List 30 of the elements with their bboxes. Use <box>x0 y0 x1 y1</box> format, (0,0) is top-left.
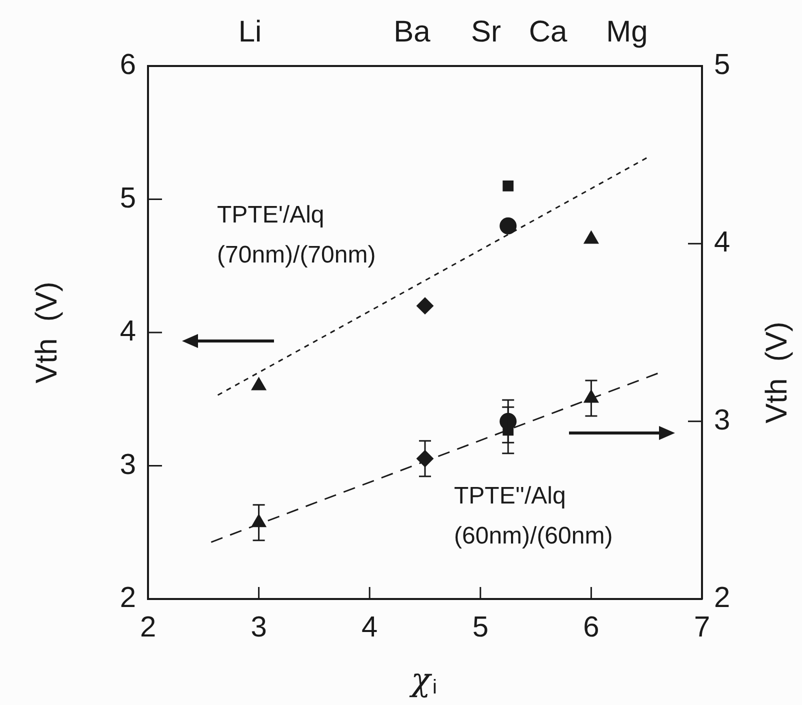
text: Li <box>238 15 262 48</box>
y-tick-label: 3 <box>120 448 136 481</box>
text: Ca <box>528 15 568 48</box>
x-axis-title: χi <box>409 660 437 699</box>
point <box>500 217 517 234</box>
x-tick-label: 2 <box>140 611 156 644</box>
y2-tick-label: 2 <box>714 582 730 614</box>
point <box>251 377 266 390</box>
text: Ba <box>394 15 431 48</box>
x-tick-label: 4 <box>362 611 378 644</box>
point <box>502 180 514 192</box>
text: Sr <box>471 15 502 48</box>
x-tick-label: 6 <box>583 611 600 644</box>
x-tick-label: 3 <box>250 611 267 644</box>
point <box>584 230 599 244</box>
y2-tick-label: 5 <box>714 49 730 81</box>
annotation: TPTE'/Alq (70nm)/(70nm) <box>217 202 376 269</box>
point <box>416 297 434 314</box>
x-tick-label: 7 <box>694 611 710 644</box>
y2-tick-label: 4 <box>714 226 730 259</box>
y2-tick-label: 3 <box>714 404 730 436</box>
y2-axis-title: Vth (V) <box>760 322 794 424</box>
y-tick-label: 6 <box>120 49 136 81</box>
text: Mg <box>606 15 648 48</box>
y-tick-label: 4 <box>120 316 136 348</box>
y-tick-label: 2 <box>120 582 136 614</box>
x-tick-label: 5 <box>472 611 488 644</box>
y-tick-label: 5 <box>120 182 136 214</box>
annotation: TPTE''/Alq (60nm)/(60nm) <box>454 482 613 550</box>
y-axis-title: Vth (V) <box>30 282 64 384</box>
